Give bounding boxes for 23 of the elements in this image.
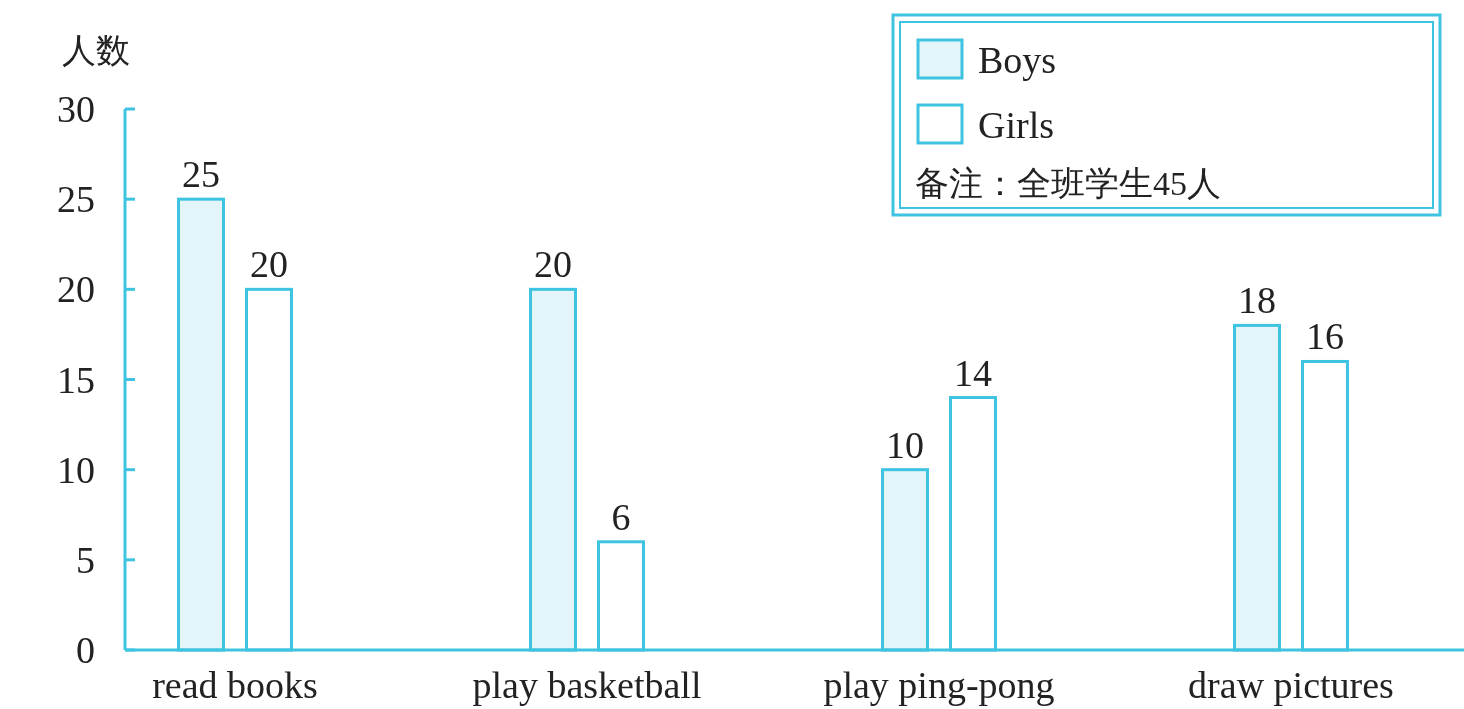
data-label: 18: [1238, 279, 1276, 322]
y-tick-label: 15: [57, 358, 95, 401]
y-tick-label: 10: [57, 448, 95, 491]
y-tick-label: 20: [57, 268, 95, 311]
y-tick-label: 30: [57, 88, 95, 130]
y-axis-title: 人数: [62, 32, 130, 69]
y-tick-label: 5: [76, 538, 95, 581]
data-label: 20: [250, 243, 288, 286]
x-tick-label: draw pictures: [1188, 664, 1394, 706]
data-label: 20: [534, 243, 572, 286]
y-tick-label: 25: [57, 178, 95, 221]
data-label: 10: [886, 423, 924, 466]
annotation: 备注：全班学生45人: [915, 165, 1221, 202]
legend-label: Boys: [978, 39, 1057, 81]
x-tick-label: read books: [152, 664, 318, 706]
y-tick-label: 0: [76, 629, 95, 671]
data-label: 25: [182, 153, 220, 196]
data-label: 16: [1306, 315, 1344, 358]
data-label: 14: [954, 351, 992, 394]
x-tick-label: play ping-pong: [823, 664, 1055, 706]
legend-label: Girls: [978, 104, 1054, 146]
data-label: 6: [611, 495, 631, 538]
x-tick-label: play basketball: [472, 664, 702, 706]
